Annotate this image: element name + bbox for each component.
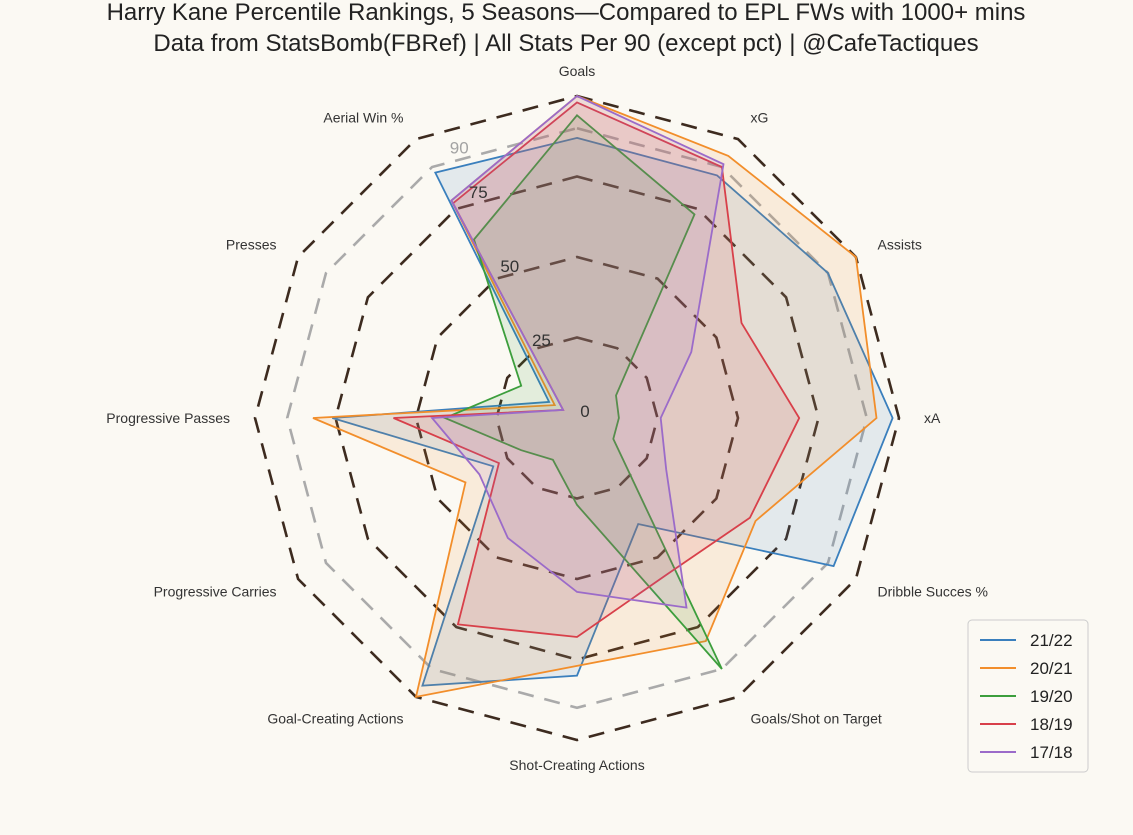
legend-label-20-21: 20/21 [1030,659,1073,678]
tick-labels: 0 25 50 75 90 [450,139,590,422]
chart-title: Harry Kane Percentile Rankings, 5 Season… [107,0,1026,26]
tick-label-75: 75 [469,183,488,202]
axis-label-presses: Presses [226,237,277,253]
legend-box [967,619,1089,773]
axis-label-aerial-win: Aerial Win % [323,110,403,126]
legend-label-21-22: 21/22 [1030,631,1073,650]
axis-label-dribble-succes: Dribble Succes % [878,584,989,600]
series-17-18 [430,94,725,609]
tick-label-90: 90 [450,139,469,158]
ring-50 [414,255,740,581]
axis-label-progressive-carries: Progressive Carries [154,584,277,600]
axis-label-shot-creating-actions: Shot-Creating Actions [509,757,644,773]
series-21-22 [332,136,894,687]
axis-label-goal-creating-actions: Goal-Creating Actions [267,711,403,727]
tick-label-50: 50 [500,257,519,276]
legend-label-17-18: 17/18 [1030,743,1073,762]
ring-75 [334,175,820,661]
tick-label-0: 0 [580,402,589,421]
chart-subtitle: Data from StatsBomb(FBRef) | All Stats P… [153,30,978,57]
legend: 21/22 20/21 19/20 18/19 17/18 [967,619,1089,773]
axis-label-goals-shot-on-target: Goals/Shot on Target [751,711,882,727]
legend-label-19-20: 19/20 [1030,687,1073,706]
axis-label-xa: xA [924,410,941,426]
axis-label-assists: Assists [878,237,922,253]
tick-label-25: 25 [532,331,551,350]
legend-label-18-19: 18/19 [1030,715,1073,734]
series-20-21 [312,94,878,699]
axis-label-goals: Goals [559,63,596,79]
axis-labels: Goals xG Assists xA Dribble Succes % Goals/Sh… [106,63,988,773]
series-19-20 [442,114,723,670]
series-layer [312,94,894,699]
ring-25 [495,336,659,500]
axis-label-xg: xG [751,110,769,126]
axis-label-progressive-passes: Progressive Passes [106,410,230,426]
